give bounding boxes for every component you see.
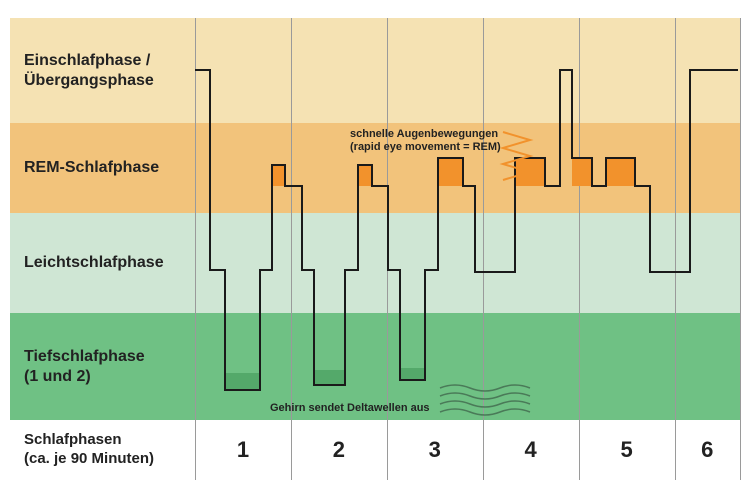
cycle-4: 4 [483, 420, 579, 480]
rem-note: schnelle Augenbewegungen (rapid eye move… [350, 128, 501, 154]
band-label-leicht: Leichtschlafphase [10, 213, 195, 313]
delta-note: Gehirn sendet Deltawellen aus [270, 402, 430, 415]
divider-4 [579, 18, 580, 480]
cycle-2: 2 [291, 420, 387, 480]
sleep-phases-chart: Einschlafphase / ÜbergangsphaseREM-Schla… [10, 10, 740, 480]
x-axis-label: Schlafphasen (ca. je 90 Minuten) [10, 431, 195, 469]
band-label-einschlaf: Einschlafphase / Übergangsphase [10, 18, 195, 123]
divider-6 [740, 18, 741, 480]
x-axis: Schlafphasen (ca. je 90 Minuten) 123456 [10, 420, 740, 480]
cycle-6: 6 [675, 420, 740, 480]
divider-0 [195, 18, 196, 480]
cycle-1: 1 [195, 420, 291, 480]
band-label-tief: Tiefschlafphase (1 und 2) [10, 313, 195, 420]
band-label-rem: REM-Schlafphase [10, 123, 195, 213]
cycle-3: 3 [387, 420, 483, 480]
divider-3 [483, 18, 484, 480]
cycle-5: 5 [579, 420, 675, 480]
divider-5 [675, 18, 676, 480]
